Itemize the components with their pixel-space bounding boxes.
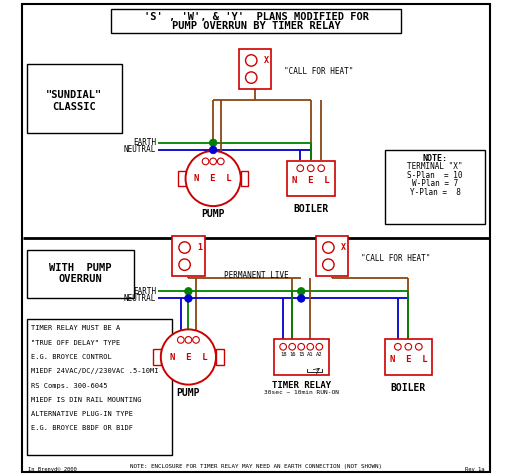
Bar: [287, 161, 334, 196]
Circle shape: [179, 242, 190, 253]
Text: N  E  L: N E L: [390, 355, 427, 364]
Circle shape: [323, 259, 334, 270]
Circle shape: [323, 242, 334, 253]
Circle shape: [179, 259, 190, 270]
Circle shape: [161, 329, 216, 385]
Text: N  E  L: N E L: [195, 174, 232, 183]
Bar: [316, 236, 348, 276]
Text: N  E  L: N E L: [292, 177, 330, 185]
Text: "CALL FOR HEAT": "CALL FOR HEAT": [284, 67, 353, 76]
Text: BOILER: BOILER: [391, 383, 426, 393]
Bar: [178, 171, 185, 186]
Text: In Brenyd© 2000: In Brenyd© 2000: [29, 467, 77, 472]
Text: CLASSIC: CLASSIC: [52, 102, 96, 112]
Text: E.G. BROYCE CONTROL: E.G. BROYCE CONTROL: [31, 354, 112, 360]
Circle shape: [298, 344, 305, 350]
Circle shape: [280, 344, 286, 350]
Circle shape: [193, 337, 199, 343]
Text: WITH  PUMP: WITH PUMP: [49, 262, 111, 273]
Text: OVERRUN: OVERRUN: [58, 274, 102, 285]
Text: EARTH: EARTH: [133, 139, 156, 147]
Text: PUMP: PUMP: [201, 209, 225, 219]
Bar: [153, 349, 161, 365]
Text: NOTE: ENCLOSURE FOR TIMER RELAY MAY NEED AN EARTH CONNECTION (NOT SHOWN): NOTE: ENCLOSURE FOR TIMER RELAY MAY NEED…: [130, 464, 382, 469]
Text: 15: 15: [298, 351, 305, 357]
Circle shape: [185, 337, 191, 343]
Text: 16: 16: [289, 351, 295, 357]
Text: "SUNDIAL": "SUNDIAL": [46, 90, 102, 100]
Bar: [27, 64, 122, 133]
Text: W-Plan = 7: W-Plan = 7: [412, 179, 458, 188]
Text: TIMER RELAY MUST BE A: TIMER RELAY MUST BE A: [31, 326, 121, 331]
Bar: [385, 339, 432, 375]
Text: N  E  L: N E L: [169, 353, 207, 361]
Text: Y-Plan =  8: Y-Plan = 8: [410, 188, 460, 197]
Circle shape: [209, 139, 217, 147]
Text: 30sec ~ 10min RUN-ON: 30sec ~ 10min RUN-ON: [264, 390, 339, 395]
Bar: [216, 349, 224, 365]
Bar: [27, 250, 134, 298]
Circle shape: [289, 344, 295, 350]
Circle shape: [395, 344, 401, 350]
Circle shape: [415, 344, 422, 350]
Circle shape: [202, 158, 209, 165]
Text: Rev 1a: Rev 1a: [465, 467, 484, 472]
Circle shape: [405, 344, 412, 350]
Circle shape: [297, 295, 305, 302]
Circle shape: [185, 288, 192, 295]
Bar: [241, 171, 248, 186]
Circle shape: [297, 165, 304, 172]
Bar: [239, 49, 271, 89]
Circle shape: [307, 344, 313, 350]
Bar: [27, 319, 172, 455]
Text: X: X: [340, 243, 346, 252]
Circle shape: [246, 72, 257, 83]
Circle shape: [209, 146, 217, 154]
Circle shape: [218, 158, 224, 165]
Text: S-Plan  = 10: S-Plan = 10: [407, 171, 463, 179]
Text: X: X: [264, 56, 269, 65]
Circle shape: [185, 151, 241, 206]
Text: NEUTRAL: NEUTRAL: [124, 294, 156, 303]
Text: PUMP: PUMP: [177, 387, 200, 398]
Text: NOTE:: NOTE:: [422, 154, 447, 162]
Circle shape: [307, 165, 314, 172]
Circle shape: [210, 158, 217, 165]
Text: M1EDF IS DIN RAIL MOUNTING: M1EDF IS DIN RAIL MOUNTING: [31, 397, 142, 403]
Text: RS Comps. 300-6045: RS Comps. 300-6045: [31, 383, 108, 388]
Text: A1: A1: [307, 351, 313, 357]
Circle shape: [185, 295, 192, 302]
Text: PUMP OVERRUN BY TIMER RELAY: PUMP OVERRUN BY TIMER RELAY: [172, 21, 340, 31]
Bar: [385, 150, 485, 224]
Text: NEUTRAL: NEUTRAL: [124, 146, 156, 154]
Text: EARTH: EARTH: [133, 287, 156, 296]
Bar: [274, 339, 329, 375]
Bar: [172, 236, 205, 276]
Circle shape: [297, 288, 305, 295]
Text: A2: A2: [316, 351, 323, 357]
Text: 18: 18: [280, 351, 286, 357]
Bar: [111, 9, 401, 33]
Text: PERMANENT LIVE: PERMANENT LIVE: [224, 271, 288, 279]
Text: "TRUE OFF DELAY" TYPE: "TRUE OFF DELAY" TYPE: [31, 340, 121, 346]
Circle shape: [316, 344, 323, 350]
Text: ALTERNATIVE PLUG-IN TYPE: ALTERNATIVE PLUG-IN TYPE: [31, 411, 133, 417]
Circle shape: [318, 165, 325, 172]
Text: "CALL FOR HEAT": "CALL FOR HEAT": [361, 254, 430, 263]
Text: E.G. BROYCE B8DF OR B1DF: E.G. BROYCE B8DF OR B1DF: [31, 426, 133, 431]
Text: BOILER: BOILER: [293, 204, 328, 215]
Text: TIMER RELAY: TIMER RELAY: [272, 381, 331, 390]
Circle shape: [246, 55, 257, 66]
Circle shape: [178, 337, 184, 343]
Text: M1EDF 24VAC/DC//230VAC .5-10MI: M1EDF 24VAC/DC//230VAC .5-10MI: [31, 368, 159, 374]
Text: TERMINAL "X": TERMINAL "X": [407, 162, 463, 171]
Text: 'S' , 'W', & 'Y'  PLANS MODIFIED FOR: 'S' , 'W', & 'Y' PLANS MODIFIED FOR: [143, 11, 369, 22]
Text: 1: 1: [197, 243, 202, 252]
